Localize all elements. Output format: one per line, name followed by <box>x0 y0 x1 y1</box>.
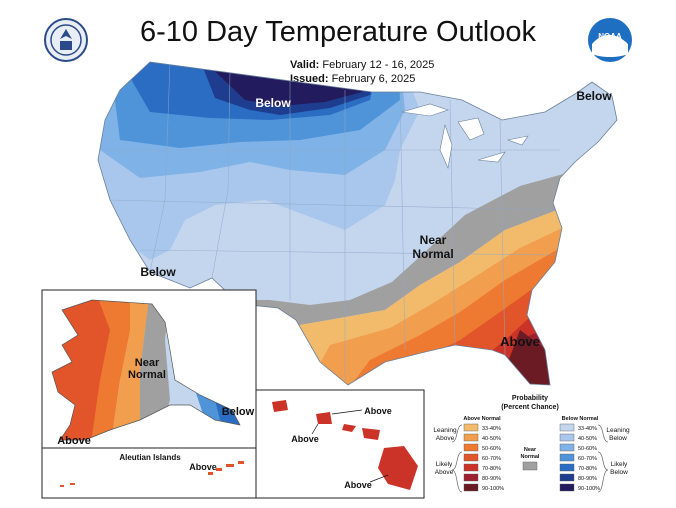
label-alaska-below: Below <box>222 406 255 418</box>
conus-outline <box>97 61 618 386</box>
label-below-northeast: Below <box>576 89 612 103</box>
legend-above-range: 80-90% <box>482 476 501 482</box>
legend-likely-above-2: Above <box>435 469 454 476</box>
legend-near-label-2: Normal <box>521 454 540 460</box>
valid-label: Valid: <box>290 59 320 71</box>
great-lakes <box>401 103 529 170</box>
issued-date: February 6, 2025 <box>331 73 416 85</box>
legend-title: Probability <box>512 395 548 402</box>
label-near-normal-2: Normal <box>412 247 453 261</box>
legend-above-swatch <box>463 433 479 442</box>
legend-below-swatch <box>559 433 575 442</box>
legend-below-swatch <box>559 463 575 472</box>
label-above-southeast: Above <box>500 334 540 349</box>
hawaii-inset: Above Above Above <box>255 389 425 499</box>
legend-below-range: 60-70% <box>578 456 597 462</box>
aleutian-inset: Aleutian Islands Above <box>41 447 257 499</box>
label-near-normal-1: Near <box>420 233 447 247</box>
noaa-logo: NOAA <box>588 18 632 62</box>
legend-below-range: 90-100% <box>578 486 600 492</box>
legend-above-range: 40-50% <box>482 436 501 442</box>
legend-above-swatch <box>463 463 479 472</box>
label-hawaii-above-3: Above <box>344 480 372 490</box>
label-below-west: Below <box>140 265 176 279</box>
legend-likely-below-1: Likely <box>611 461 628 468</box>
legend-near-swatch <box>522 461 538 471</box>
legend-likely-below-2: Below <box>610 469 628 476</box>
legend-below-swatch <box>559 443 575 452</box>
legend-above-swatch <box>463 453 479 462</box>
legend-above-range: 60-70% <box>482 456 501 462</box>
legend-below-range: 70-80% <box>578 466 597 472</box>
label-alaska-near-normal-2: Normal <box>128 369 166 381</box>
legend-above-swatch <box>463 473 479 482</box>
page-title: 6-10 Day Temperature Outlook <box>139 16 536 48</box>
legend-leaning-above-1: Leaning <box>433 427 457 434</box>
legend-above-swatch <box>463 443 479 452</box>
legend-below-swatch <box>559 483 575 492</box>
label-hawaii-above-1: Above <box>364 406 392 416</box>
legend-below-range: 80-90% <box>578 476 597 482</box>
probability-legend: Probability (Percent Chance) Above Norma… <box>433 395 630 493</box>
legend-below-swatch <box>559 423 575 432</box>
legend-below-range: 50-60% <box>578 446 597 452</box>
label-hawaii-above-2: Above <box>291 434 319 444</box>
valid-dates: February 12 - 16, 2025 <box>322 59 435 71</box>
commerce-seal-logo <box>44 18 88 62</box>
legend-leaning-below-1: Leaning <box>606 427 630 434</box>
alaska-inset: Near Normal Below Above <box>41 289 257 449</box>
legend-leaning-below-2: Below <box>609 435 627 442</box>
legend-subtitle: (Percent Chance) <box>501 404 559 411</box>
legend-below-swatch <box>559 453 575 462</box>
legend-above-range: 33-40% <box>482 426 501 432</box>
legend-below-items: 33-40% 40-50% 50-60% 60-70% 70-80% 80-90% 90-1… <box>559 423 600 492</box>
legend-below-header: Below Normal <box>562 416 599 422</box>
legend-below-range: 33-40% <box>578 426 597 432</box>
legend-above-range: 70-80% <box>482 466 501 472</box>
label-alaska-near-normal-1: Near <box>135 357 160 369</box>
label-aleutian-title: Aleutian Islands <box>119 453 181 462</box>
legend-above-items: 33-40% 40-50% 50-60% 60-70% 70-80% 80-90% 90-1… <box>463 423 504 492</box>
legend-above-range: 50-60% <box>482 446 501 452</box>
legend-above-range: 90-100% <box>482 486 504 492</box>
legend-leaning-above-2: Above <box>436 435 455 442</box>
legend-below-swatch <box>559 473 575 482</box>
date-block: Valid: February 12 - 16, 2025 Issued: Fe… <box>290 58 434 86</box>
legend-above-swatch <box>463 483 479 492</box>
legend-near-label-1: Near <box>524 447 537 453</box>
label-below-north: Below <box>255 96 291 110</box>
noaa-logo-text: NOAA <box>598 32 622 41</box>
label-aleutian-above: Above <box>189 462 217 472</box>
label-alaska-above: Above <box>57 435 91 447</box>
legend-below-range: 40-50% <box>578 436 597 442</box>
legend-above-swatch <box>463 423 479 432</box>
legend-likely-above-1: Likely <box>436 461 453 468</box>
legend-above-header: Above Normal <box>463 416 501 422</box>
